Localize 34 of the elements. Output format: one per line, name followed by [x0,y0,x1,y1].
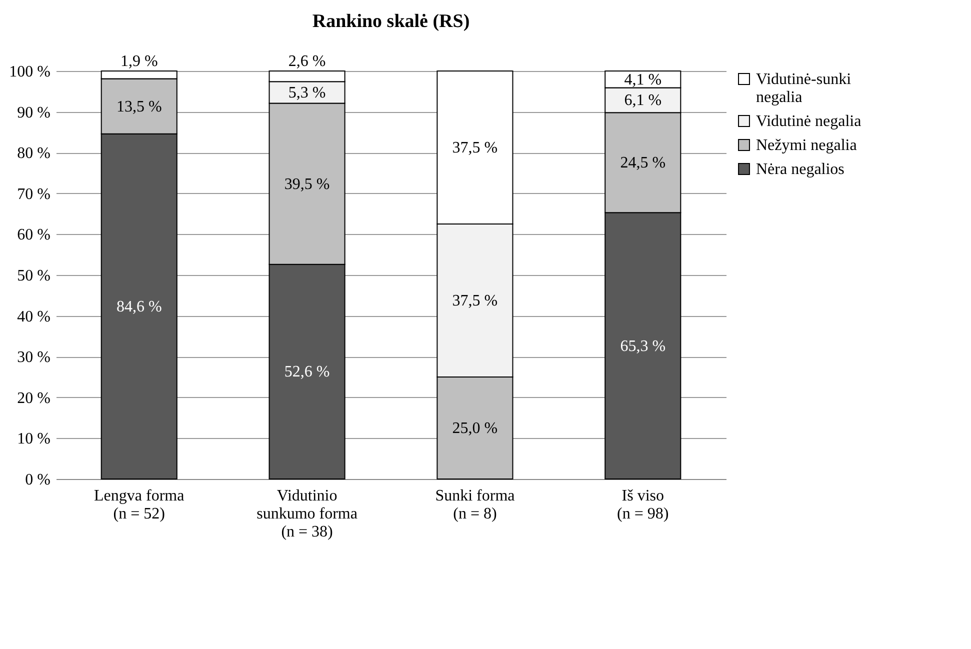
y-tick-label: 10 % [17,430,50,448]
y-tick-label: 30 % [17,349,50,366]
y-tick-label: 80 % [17,145,50,162]
legend-label: Vidutinė-sunki negalia [756,71,852,106]
y-tick-label: 50 % [17,268,50,284]
chart-title: Rankino skalė (RS) [312,11,470,32]
data-label: 37,5 % [452,292,498,310]
y-tick-label: 20 % [17,390,50,407]
x-tick-label: Iš viso (n = 98) [617,488,669,522]
data-label: 1,9 % [120,53,158,70]
y-tick-label: 100 % [9,64,50,80]
y-tick-label: 90 % [17,104,50,122]
data-label: 5,3 % [288,84,326,102]
data-label: 39,5 % [284,176,330,193]
data-label: 25,0 % [452,420,498,437]
data-label: 52,6 % [284,364,330,381]
data-label: 13,5 % [116,98,162,116]
data-label: 4,1 % [624,71,662,88]
x-tick-label: Sunki forma (n = 8) [435,488,515,522]
data-label: 6,1 % [624,92,662,110]
x-tick-label: Vidutinio sunkumo forma (n = 38) [256,488,358,540]
legend-label: Nėra negalios [756,161,844,178]
legend-label: Nežymi negalia [756,137,857,154]
data-label: 2,6 % [288,53,326,70]
data-label: 24,5 % [620,154,666,172]
data-label: 65,3 % [620,338,666,355]
y-tick-label: 0 % [25,472,50,488]
y-tick-label: 40 % [17,308,50,326]
y-tick-label: 70 % [17,186,50,203]
y-tick-label: 60 % [17,226,50,244]
legend-label: Vidutinė negalia [756,113,862,130]
data-label: 84,6 % [116,298,162,316]
data-label: 37,5 % [452,140,498,156]
x-tick-label: Lengva forma (n = 52) [94,488,184,522]
